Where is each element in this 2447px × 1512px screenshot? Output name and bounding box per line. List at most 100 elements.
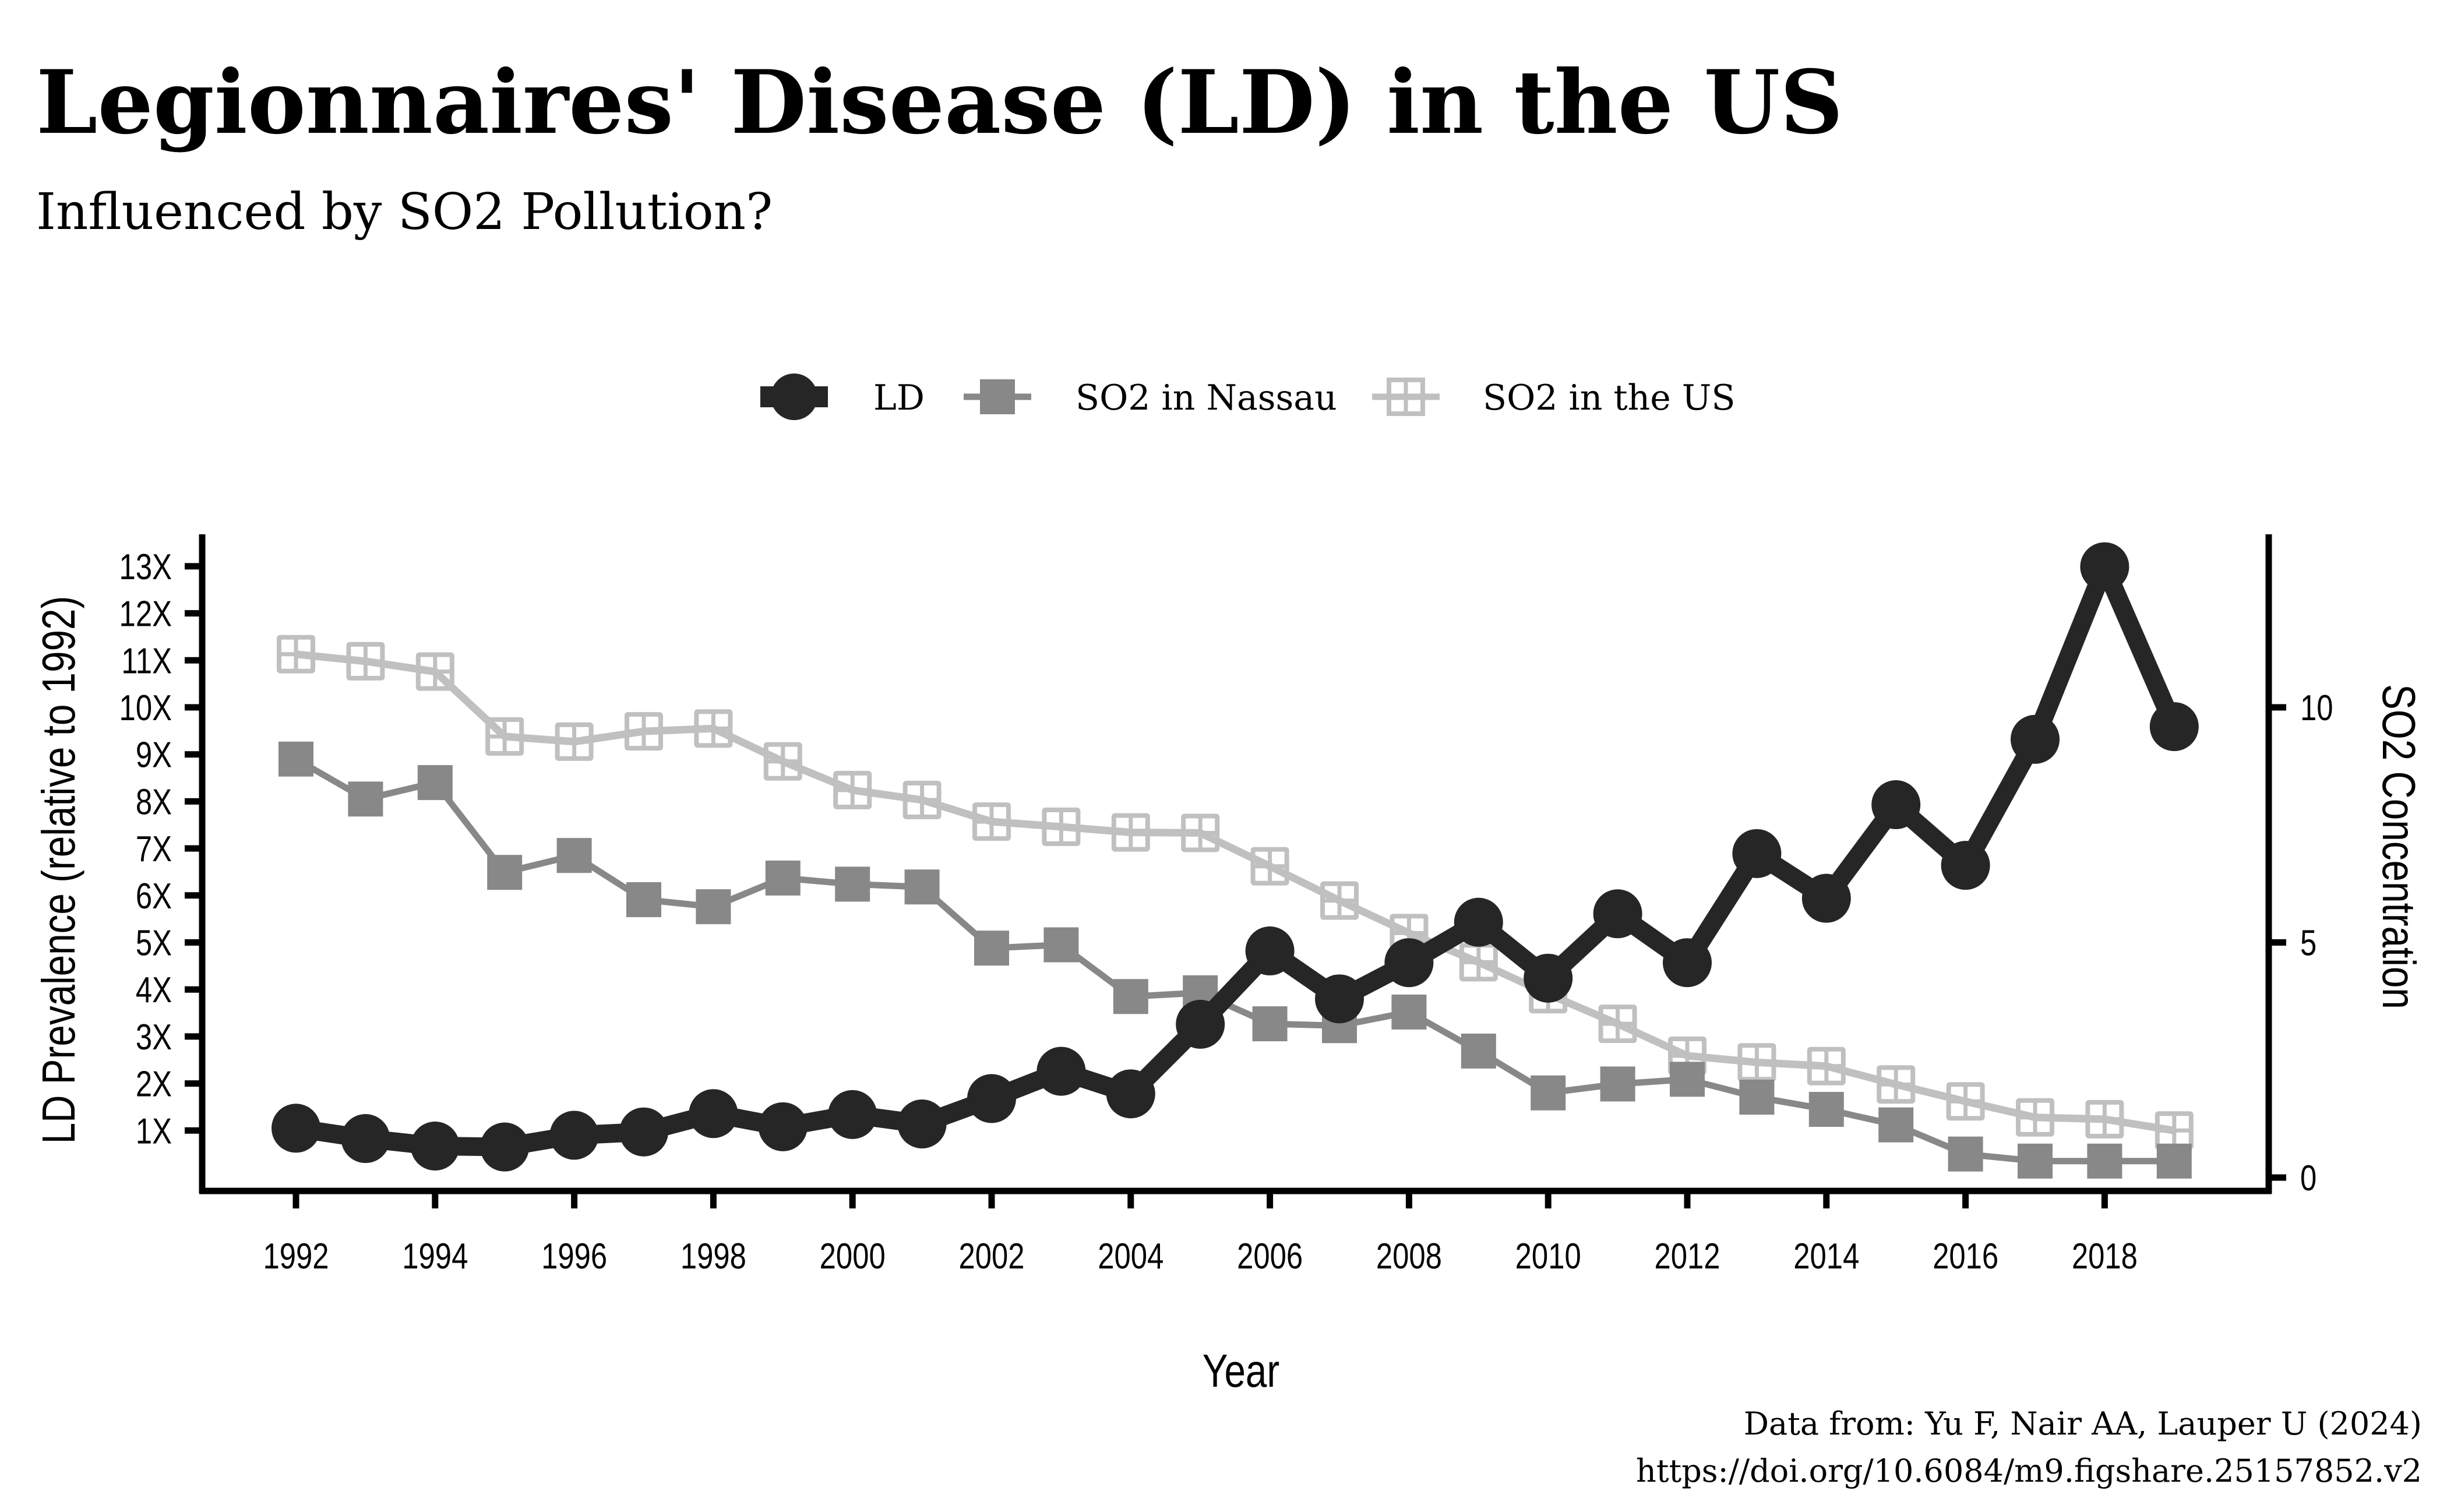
y-left-tick-label: 2X — [136, 1065, 172, 1105]
x-tick-label: 2012 — [1654, 1236, 1720, 1277]
data-point-square — [1808, 1091, 1844, 1127]
x-tick-label: 2016 — [1933, 1236, 1998, 1277]
y-right-tick-label: 10 — [2300, 688, 2333, 728]
data-point-square-cross — [346, 642, 385, 681]
x-tick-label: 2018 — [2072, 1236, 2138, 1277]
data-point-square — [556, 838, 592, 873]
data-point-square-cross — [1877, 1065, 1916, 1104]
data-point-square — [1043, 927, 1079, 963]
data-point-circle — [1732, 829, 1782, 878]
data-point-square — [487, 855, 523, 890]
x-tick-label: 2008 — [1376, 1236, 1442, 1277]
data-point-square-cross — [555, 722, 594, 761]
data-point-circle — [1176, 999, 1225, 1049]
y-axis-right-title: SO2 Concentration — [2373, 684, 2425, 1009]
legend-item-so2-nassau: SO2 in Nassau — [964, 378, 1337, 418]
chart-title: Legionnaires' Disease (LD) in the US — [36, 51, 1843, 154]
data-point-circle — [967, 1074, 1016, 1123]
x-ticks: 1992 1994 1996 1998 2000 2002 2004 2006 2008 2010… — [263, 1191, 2138, 1277]
data-point-square-cross — [485, 717, 524, 756]
data-point-square — [417, 765, 453, 801]
data-point-square — [696, 889, 731, 925]
data-point-circle — [1871, 780, 1921, 830]
x-tick-label: 2000 — [820, 1236, 886, 1277]
data-point-circle — [410, 1121, 460, 1171]
y-left-tick-label: 10X — [119, 688, 172, 728]
data-point-square — [2018, 1143, 2053, 1179]
data-point-square — [2156, 1143, 2192, 1179]
y-left-tick-label: 7X — [136, 829, 172, 869]
x-tick-label: 2002 — [958, 1236, 1024, 1277]
data-point-circle — [1384, 938, 1434, 988]
x-tick-label: 1996 — [541, 1236, 607, 1277]
data-point-circle — [1106, 1069, 1155, 1119]
data-point-circle — [272, 1104, 320, 1153]
data-point-circle — [689, 1089, 738, 1139]
y-left-tick-label: 11X — [121, 642, 172, 682]
data-point-square-cross — [972, 802, 1011, 841]
data-point-square — [904, 869, 940, 905]
series-line — [294, 557, 2183, 1157]
y-right-tick-label: 0 — [2300, 1158, 2316, 1199]
x-tick-label: 2004 — [1098, 1236, 1163, 1277]
data-point-square — [1878, 1107, 1914, 1143]
data-point-square-cross — [1042, 807, 1081, 846]
x-tick-label: 2010 — [1515, 1236, 1581, 1277]
data-point-square — [974, 931, 1009, 966]
series-line — [295, 650, 2175, 1134]
data-point-square — [1670, 1062, 1705, 1097]
y-left-tick-label: 1X — [136, 1112, 172, 1152]
legend-item-so2-us: SO2 in the US — [1372, 378, 1735, 418]
data-point-square — [348, 781, 383, 817]
series-ld — [272, 542, 2199, 1172]
data-point-square — [1391, 994, 1427, 1030]
data-point-square-cross — [1946, 1082, 1985, 1121]
data-point-circle — [1663, 938, 1712, 988]
data-point-circle — [1941, 841, 1990, 890]
x-axis-title: Year — [1203, 1345, 1280, 1397]
data-point-square-cross — [2016, 1098, 2054, 1137]
data-point-square-cross — [833, 771, 872, 810]
data-point-square-cross — [415, 652, 454, 691]
legend-us-label: SO2 in the US — [1483, 378, 1735, 418]
data-point-square-cross — [277, 635, 315, 674]
data-point-square-cross — [1737, 1043, 1776, 1082]
legend-nassau-label: SO2 in Nassau — [1076, 378, 1337, 418]
legend-item-ld: LD — [760, 373, 925, 420]
data-point-circle — [1593, 889, 1642, 939]
data-point-square — [278, 741, 313, 777]
data-point-square-cross — [1598, 1005, 1637, 1044]
data-point-circle — [758, 1102, 808, 1151]
data-point-square-cross — [625, 712, 663, 751]
chart-subtitle: Influenced by SO2 Pollution? — [36, 183, 773, 241]
data-point-square-cross — [763, 742, 802, 781]
y-left-tick-label: 12X — [119, 594, 172, 635]
legend: LD SO2 in Nassau SO2 in the US — [760, 373, 1735, 420]
data-point-square — [1252, 1006, 1288, 1042]
x-tick-label: 1994 — [402, 1236, 468, 1277]
data-point-circle — [1315, 974, 1364, 1024]
data-point-square-cross — [1250, 847, 1289, 886]
x-tick-label: 1998 — [680, 1236, 746, 1277]
y-left-tick-label: 9X — [136, 735, 172, 776]
data-point-circle — [2011, 714, 2060, 764]
data-point-square-cross — [902, 780, 942, 819]
series-so2-in-nassau — [278, 741, 2192, 1179]
legend-ld-circle-icon — [771, 373, 817, 420]
y-axis-left-title: LD Prevalence (relative to 1992) — [33, 596, 85, 1144]
data-point-circle — [1245, 926, 1295, 976]
data-point-square — [1600, 1066, 1635, 1102]
data-point-circle — [2149, 702, 2199, 752]
data-point-square-cross — [1807, 1046, 1846, 1085]
data-point-square — [765, 860, 801, 896]
data-point-square — [835, 866, 870, 902]
series-line — [294, 756, 2174, 1165]
caption-source: Data from: Yu F, Nair AA, Lauper U (2024… — [1744, 1405, 2422, 1442]
data-point-square-cross — [1320, 881, 1359, 920]
caption-doi[interactable]: https://doi.org/10.6084/m9.figshare.2515… — [1636, 1453, 2422, 1489]
x-tick-label: 2006 — [1237, 1236, 1303, 1277]
data-point-square — [2087, 1143, 2122, 1179]
data-point-circle — [341, 1114, 390, 1164]
legend-us-square-cross-icon — [1387, 378, 1425, 416]
data-point-circle — [549, 1111, 599, 1160]
